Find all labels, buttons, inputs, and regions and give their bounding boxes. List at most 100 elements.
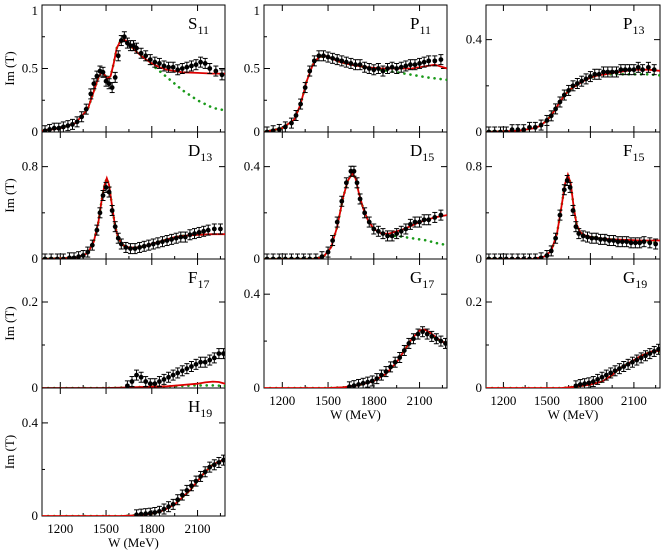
panel-title: S11 (188, 14, 209, 37)
data-point (143, 379, 149, 384)
data-point (638, 355, 644, 361)
panel-title: F15 (623, 141, 644, 164)
panel-title: G19 (623, 268, 647, 291)
y-tick-label: 0.4 (244, 286, 261, 301)
data-point (134, 512, 139, 516)
data-point (651, 349, 657, 354)
data-point (532, 256, 538, 259)
data-point (178, 234, 184, 240)
data-point (123, 245, 129, 250)
data-point (443, 341, 447, 346)
data-point (438, 57, 444, 63)
data-point (640, 67, 645, 73)
data-point (71, 255, 77, 259)
y-tick-label: 0.8 (466, 159, 482, 174)
panel-s11: 0 0.5 1 Im (T) S11 (2, 3, 226, 139)
data-point (385, 66, 390, 71)
data-point (295, 256, 300, 259)
data-point (276, 127, 282, 132)
data-point (115, 53, 121, 59)
data-point (369, 378, 375, 384)
data-point (193, 361, 199, 367)
data-point (424, 331, 430, 337)
data-point (492, 256, 498, 259)
x-axis-title: W (MeV) (330, 407, 381, 422)
data-point (588, 74, 593, 79)
data-point (515, 127, 521, 132)
data-point (343, 59, 349, 65)
y-tick-label: 0 (32, 124, 39, 139)
panel-g19: 0 0.2 1200 1500 1800 2100 W (MeV) G19 (466, 258, 661, 422)
data-point (408, 62, 413, 68)
data-point (420, 329, 425, 335)
x-tick-label: 1800 (577, 393, 603, 408)
data-point (611, 238, 616, 243)
data-point (646, 64, 651, 70)
data-point (590, 379, 596, 384)
data-point (60, 256, 66, 259)
plot-area (486, 61, 660, 132)
curve-red (486, 68, 660, 132)
data-point (401, 348, 407, 353)
data-point (515, 256, 521, 259)
panel-title-letter: D (410, 141, 422, 160)
data-point (302, 85, 308, 90)
data-point (351, 168, 357, 174)
data-point (618, 67, 624, 73)
data-point (527, 256, 532, 259)
data-point (282, 256, 288, 259)
data-point (503, 129, 509, 132)
data-point (166, 64, 171, 70)
data-point (56, 125, 62, 131)
data-point (429, 334, 435, 339)
y-axis-title: Im (T) (2, 435, 17, 469)
data-point (521, 127, 527, 132)
data-point (492, 129, 498, 132)
data-point (347, 384, 352, 388)
data-point (426, 58, 432, 64)
data-point (635, 64, 641, 70)
data-point (641, 239, 647, 245)
data-point (656, 346, 660, 352)
data-point (143, 53, 149, 59)
panel-h19: 0 0.4 1200 1500 1800 2100 W (MeV) Im (T) H19 (2, 387, 226, 550)
data-point (599, 374, 605, 380)
panel-title-letter: S (188, 14, 197, 33)
data-point (397, 355, 403, 360)
data-point (184, 488, 190, 493)
data-point (147, 510, 153, 516)
data-point (152, 59, 158, 65)
data-point (647, 240, 653, 246)
data-point (371, 67, 377, 73)
data-point (289, 256, 294, 259)
data-point (125, 383, 130, 388)
data-point (348, 61, 354, 66)
panel-title-subscript: 19 (635, 277, 647, 291)
panel-title-letter: P (623, 14, 632, 33)
data-point (631, 67, 637, 73)
data-point (205, 227, 211, 233)
data-point (605, 69, 611, 75)
data-point (339, 198, 345, 204)
data-point (184, 366, 190, 372)
data-point (375, 228, 381, 234)
data-point (379, 372, 384, 378)
data-point (596, 71, 602, 77)
data-point (311, 58, 317, 64)
data-point (392, 359, 398, 365)
data-point (653, 241, 659, 247)
data-point (602, 236, 608, 242)
data-point (573, 224, 579, 230)
data-point (576, 231, 582, 237)
data-point (580, 233, 586, 239)
data-point (498, 256, 503, 259)
panel-title-subscript: 15 (422, 150, 434, 164)
data-point (157, 379, 162, 384)
curve-red (42, 38, 225, 132)
curve-red (264, 171, 447, 259)
data-point (625, 361, 631, 367)
panel-title-subscript: 13 (632, 23, 644, 37)
panel-g17: 0 0.4 1200 1500 1800 2100 W (MeV) G17 (244, 258, 448, 422)
data-point (330, 238, 336, 243)
data-point (65, 123, 71, 129)
